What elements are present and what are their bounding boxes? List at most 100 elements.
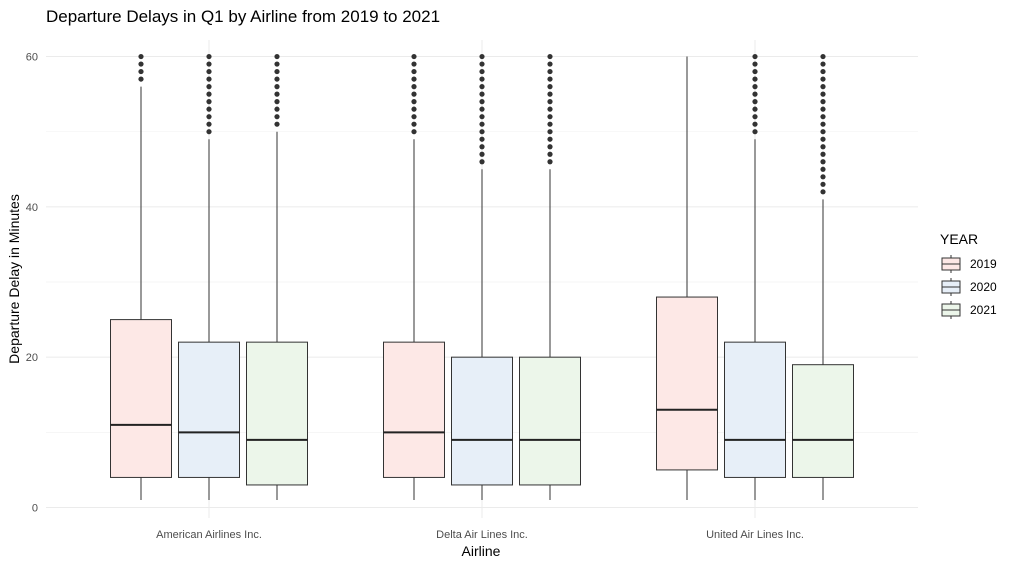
y-tick-label: 0	[32, 503, 38, 515]
outlier-point	[547, 121, 553, 127]
outlier-point	[411, 99, 417, 105]
outlier-point	[752, 114, 758, 120]
outlier-point	[274, 68, 280, 75]
outlier-point	[547, 91, 553, 97]
outlier-point	[547, 151, 553, 157]
outlier-point	[752, 99, 758, 105]
outlier-point	[752, 106, 758, 112]
outlier-point	[479, 53, 485, 60]
outlier-point	[479, 61, 485, 67]
x-tick-label: American Airlines Inc.	[156, 529, 262, 541]
box-2020-2	[724, 53, 786, 500]
outlier-point	[752, 68, 758, 75]
outlier-point	[479, 144, 485, 150]
outlier-point	[820, 68, 826, 75]
outlier-point	[206, 106, 212, 112]
outlier-point	[820, 61, 826, 67]
outlier-point	[274, 99, 280, 105]
outlier-point	[479, 121, 485, 127]
outlier-point	[411, 91, 417, 97]
outlier-point	[820, 106, 826, 112]
outlier-point	[479, 151, 485, 157]
outlier-point	[547, 84, 553, 90]
outlier-point	[820, 144, 826, 150]
outlier-point	[411, 53, 417, 60]
outlier-point	[820, 136, 826, 142]
outlier-point	[752, 121, 758, 127]
outlier-point	[479, 129, 485, 135]
outlier-point	[138, 61, 144, 67]
outlier-point	[820, 84, 826, 90]
outlier-point	[547, 136, 553, 142]
outlier-point	[479, 84, 485, 90]
outlier-point	[274, 106, 280, 112]
outlier-point	[479, 76, 485, 82]
outlier-point	[547, 61, 553, 67]
outlier-point	[274, 121, 280, 127]
outlier-point	[820, 53, 826, 60]
box-2019-0	[110, 53, 172, 500]
box-2021-1	[519, 53, 581, 500]
outlier-point	[274, 84, 280, 90]
legend-key-2021: 2021	[941, 301, 997, 319]
outlier-point	[820, 114, 826, 120]
outlier-point	[411, 76, 417, 82]
outlier-point	[274, 91, 280, 97]
box-iqr	[656, 296, 718, 471]
outlier-point	[547, 106, 553, 112]
outlier-point	[547, 114, 553, 120]
outlier-point	[820, 121, 826, 127]
legend-key-2020: 2020	[941, 278, 997, 296]
outlier-point	[274, 76, 280, 82]
y-axis-ticks: 0 20 40 60	[26, 52, 38, 515]
legend-title: YEAR	[940, 231, 978, 247]
outlier-point	[547, 144, 553, 150]
box-iqr	[792, 364, 854, 478]
box-series	[110, 53, 854, 500]
box-iqr	[383, 341, 445, 478]
outlier-point	[820, 181, 826, 187]
box-iqr	[110, 319, 172, 478]
legend-label: 2020	[970, 280, 997, 294]
outlier-point	[820, 151, 826, 157]
outlier-point	[752, 129, 758, 135]
box-2019-2	[656, 56, 718, 500]
outlier-point	[547, 159, 553, 165]
outlier-point	[411, 106, 417, 112]
y-tick-label: 40	[26, 202, 38, 214]
outlier-point	[547, 53, 553, 60]
outlier-point	[411, 114, 417, 120]
outlier-point	[411, 129, 417, 135]
outlier-point	[820, 174, 826, 180]
box-2019-1	[383, 53, 445, 500]
outlier-point	[479, 99, 485, 105]
outlier-point	[752, 91, 758, 97]
outlier-point	[206, 84, 212, 90]
outlier-point	[206, 68, 212, 75]
box-iqr	[246, 341, 308, 486]
outlier-point	[411, 68, 417, 75]
legend: YEAR 2019 2020 2021	[940, 231, 997, 319]
outlier-point	[547, 68, 553, 75]
outlier-point	[206, 61, 212, 67]
outlier-point	[820, 129, 826, 135]
outlier-point	[752, 53, 758, 60]
outlier-point	[752, 61, 758, 67]
outlier-point	[206, 114, 212, 120]
outlier-point	[820, 189, 826, 195]
box-2021-2	[792, 53, 854, 500]
outlier-point	[206, 121, 212, 127]
outlier-point	[138, 53, 144, 60]
chart-title: Departure Delays in Q1 by Airline from 2…	[46, 7, 440, 26]
outlier-point	[479, 136, 485, 142]
outlier-point	[411, 84, 417, 90]
outlier-point	[206, 99, 212, 105]
outlier-point	[206, 76, 212, 82]
outlier-point	[274, 114, 280, 120]
outlier-point	[547, 129, 553, 135]
x-axis-ticks: American Airlines Inc. Delta Air Lines In…	[156, 529, 804, 541]
box-2020-1	[451, 53, 513, 500]
outlier-point	[411, 121, 417, 127]
outlier-point	[820, 91, 826, 97]
outlier-point	[479, 159, 485, 165]
